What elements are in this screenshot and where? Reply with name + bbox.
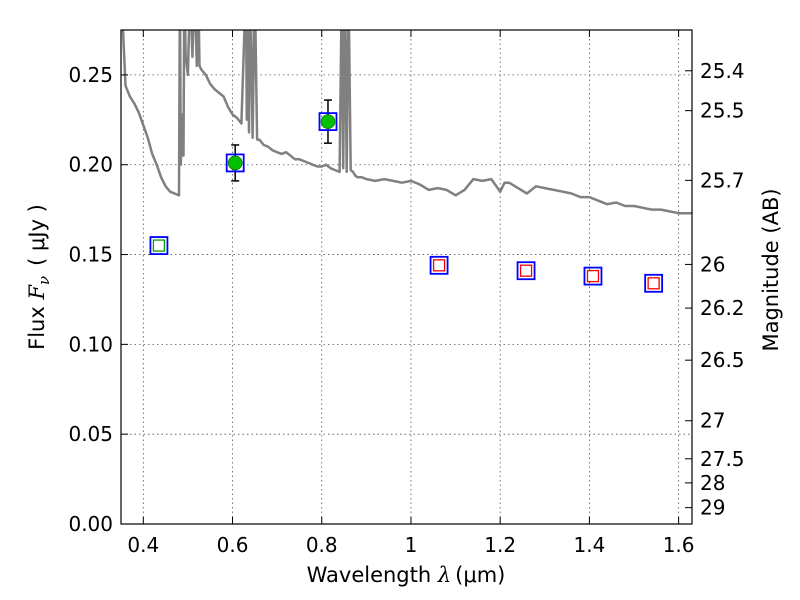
data-point-box bbox=[583, 266, 603, 286]
x-tick-label: 0.4 bbox=[127, 533, 159, 557]
plot-area bbox=[121, 30, 692, 293]
mag-tick-label: 25.5 bbox=[700, 99, 745, 123]
mag-tick-label: 26 bbox=[700, 252, 725, 276]
data-point bbox=[320, 114, 336, 129]
y-tick-label: 0.00 bbox=[68, 512, 113, 536]
data-point-box bbox=[225, 153, 245, 173]
mag-tick-label: 26.5 bbox=[700, 348, 745, 372]
y-tick-label: 0.20 bbox=[68, 153, 113, 177]
mag-tick-label: 25.4 bbox=[700, 59, 745, 83]
data-point bbox=[647, 277, 660, 290]
data-point bbox=[227, 155, 243, 171]
plot-frame bbox=[120, 29, 693, 525]
data-point-box bbox=[149, 236, 169, 255]
x-tick-label: 0.6 bbox=[217, 533, 249, 557]
data-point bbox=[152, 239, 166, 252]
data-point-box bbox=[516, 261, 536, 281]
data-point bbox=[586, 269, 600, 283]
mag-tick-label: 28 bbox=[700, 471, 725, 495]
y-tick-label: 0.05 bbox=[68, 422, 113, 446]
x-axis: 0.4 0.6 0.8 1 1.2 1.4 1.6 bbox=[127, 30, 695, 557]
y-tick-label: 0.25 bbox=[68, 63, 113, 87]
x-axis-label: Wavelength λ (μm) bbox=[307, 563, 506, 587]
y-axis-label: Flux Fν( μJy ) bbox=[25, 204, 53, 350]
x-tick-label: 0.8 bbox=[306, 533, 338, 557]
y2-axis-label: Magnitude (AB) bbox=[759, 188, 783, 351]
x-tick-label: 1.6 bbox=[663, 533, 695, 557]
y-axis-left: 0.00 0.05 0.10 0.15 0.20 0.25 bbox=[68, 63, 128, 536]
mag-tick-label: 26.2 bbox=[700, 296, 745, 320]
mag-tick-label: 29 bbox=[700, 496, 725, 520]
mag-tick-label: 27.5 bbox=[700, 447, 745, 471]
data-point-box bbox=[644, 273, 664, 293]
mag-tick-label: 27 bbox=[700, 409, 725, 433]
grid-lines bbox=[121, 30, 692, 525]
x-tick-label: 1 bbox=[405, 533, 418, 557]
data-point bbox=[432, 259, 446, 272]
y-tick-label: 0.10 bbox=[68, 332, 113, 356]
y-tick-label: 0.15 bbox=[68, 243, 113, 267]
data-point-box bbox=[318, 112, 338, 132]
spectrum-line bbox=[121, 30, 692, 215]
x-tick-label: 1.4 bbox=[573, 533, 605, 557]
data-point-box bbox=[429, 255, 449, 275]
x-tick-label: 1.2 bbox=[484, 533, 516, 557]
mag-tick-label: 25.7 bbox=[700, 168, 745, 192]
data-point bbox=[519, 264, 533, 277]
